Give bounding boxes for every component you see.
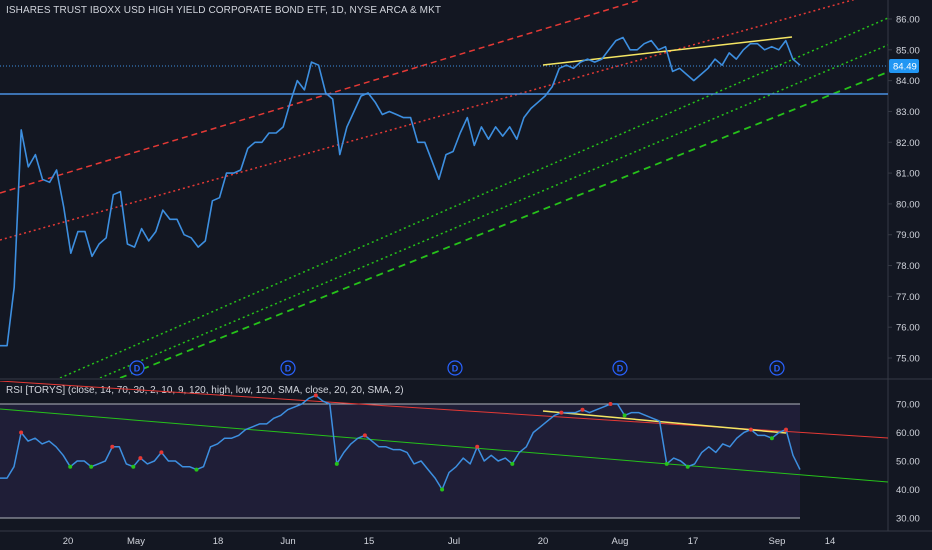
- rsi-pivot-high-marker: [159, 450, 164, 455]
- rsi-pivot-high-marker: [475, 444, 480, 449]
- green-dotted-channel-line-lower: [99, 44, 888, 378]
- rsi-pivot-low-marker: [510, 461, 515, 466]
- rsi-pivot-low-marker: [334, 461, 339, 466]
- price-axis-label: 80.00: [896, 199, 920, 210]
- price-axis-label: 83.00: [896, 107, 920, 118]
- green-dotted-channel-line-upper: [59, 17, 888, 378]
- time-axis-label: 18: [213, 536, 224, 547]
- price-axis-label: 79.00: [896, 230, 920, 241]
- rsi-pivot-high-marker: [580, 407, 585, 412]
- price-axis-label: 77.00: [896, 292, 920, 303]
- rsi-pivot-high-marker: [19, 430, 24, 435]
- rsi-pivot-low-marker: [769, 436, 774, 441]
- time-axis-label: May: [127, 536, 145, 547]
- rsi-pivot-high-marker: [313, 393, 318, 398]
- time-axis-label: 14: [825, 536, 836, 547]
- rsi-green-trendline: [0, 408, 888, 483]
- rsi-pivot-high-marker: [748, 427, 753, 432]
- time-axis-label: Aug: [612, 536, 629, 547]
- dividend-marker-label: D: [452, 364, 459, 374]
- rsi-pivot-low-marker: [194, 467, 199, 472]
- price-axis-label: 86.00: [896, 15, 920, 26]
- price-axis-label: 82.00: [896, 138, 920, 149]
- last-price-label: 84.49: [893, 62, 917, 73]
- dividend-marker[interactable]: [769, 360, 785, 376]
- rsi-pivot-low-marker: [685, 464, 690, 469]
- time-axis-label: 15: [364, 536, 375, 547]
- dividend-marker[interactable]: [447, 360, 463, 376]
- rsi-pivot-high-marker: [559, 410, 564, 415]
- green-dashed-channel-line: [119, 71, 888, 378]
- price-series-line: [0, 36, 801, 347]
- rsi-pivot-low-marker: [68, 464, 73, 469]
- rsi-axis-label: 50.00: [896, 457, 920, 468]
- last-price-tag: 84.49: [889, 59, 919, 73]
- price-axis-label: 81.00: [896, 169, 920, 180]
- dividend-marker-label: D: [285, 364, 292, 374]
- chart-title: ISHARES TRUST IBOXX USD HIGH YIELD CORPO…: [6, 5, 442, 16]
- rsi-pivot-low-marker: [664, 461, 669, 466]
- rsi-pivot-low-marker: [131, 464, 136, 469]
- dividend-marker[interactable]: [612, 360, 628, 376]
- rsi-pivot-low-marker: [440, 487, 445, 492]
- price-axis-label: 85.00: [896, 45, 920, 56]
- rsi-axis-label: 30.00: [896, 514, 920, 525]
- time-axis-label: 17: [688, 536, 699, 547]
- price-axis-label: 76.00: [896, 323, 920, 334]
- dividend-marker-label: D: [617, 364, 624, 374]
- time-axis-label: Sep: [769, 536, 786, 547]
- price-axis-label: 84.00: [896, 76, 920, 87]
- rsi-pivot-high-marker: [608, 402, 613, 406]
- time-axis-label: 20: [63, 536, 74, 547]
- time-axis-label: Jul: [448, 536, 460, 547]
- rsi-axis-label: 40.00: [896, 485, 920, 496]
- dividend-marker-label: D: [134, 364, 141, 374]
- rsi-pivot-low-marker: [89, 464, 94, 469]
- rsi-pivot-markers: [19, 393, 788, 492]
- rsi-pivot-high-marker: [138, 456, 143, 461]
- price-axis[interactable]: 86.00 85.00 84.00 83.00 82.00 81.00 80.00 79.00…: [888, 15, 920, 365]
- time-axis-label: Jun: [280, 536, 295, 547]
- rsi-axis-label: 70.00: [896, 400, 920, 411]
- rsi-pivot-high-marker: [362, 433, 367, 438]
- time-axis[interactable]: 20 May 18 Jun 15 Jul 20 Aug 17 Sep 14: [63, 536, 836, 547]
- price-axis-label: 78.00: [896, 261, 920, 272]
- red-dotted-channel-line: [0, 0, 856, 241]
- rsi-pivot-low-marker: [622, 413, 627, 418]
- dividend-marker[interactable]: [280, 360, 296, 376]
- rsi-yellow-trendline: [542, 410, 787, 434]
- rsi-axis[interactable]: 70.00 60.00 50.00 40.00 30.00: [896, 400, 920, 525]
- time-axis-label: 20: [538, 536, 549, 547]
- dividend-marker[interactable]: [129, 360, 145, 376]
- rsi-axis-label: 60.00: [896, 428, 920, 439]
- rsi-indicator-title: RSI [TORYS] (close, 14, 70, 30, 2, 10, 9…: [6, 385, 404, 396]
- rsi-pivot-high-marker: [110, 444, 115, 449]
- red-dashed-channel-line: [0, 0, 641, 194]
- dividend-marker-label: D: [774, 364, 781, 374]
- rsi-pivot-high-marker: [784, 427, 788, 432]
- price-axis-label: 75.00: [896, 354, 920, 365]
